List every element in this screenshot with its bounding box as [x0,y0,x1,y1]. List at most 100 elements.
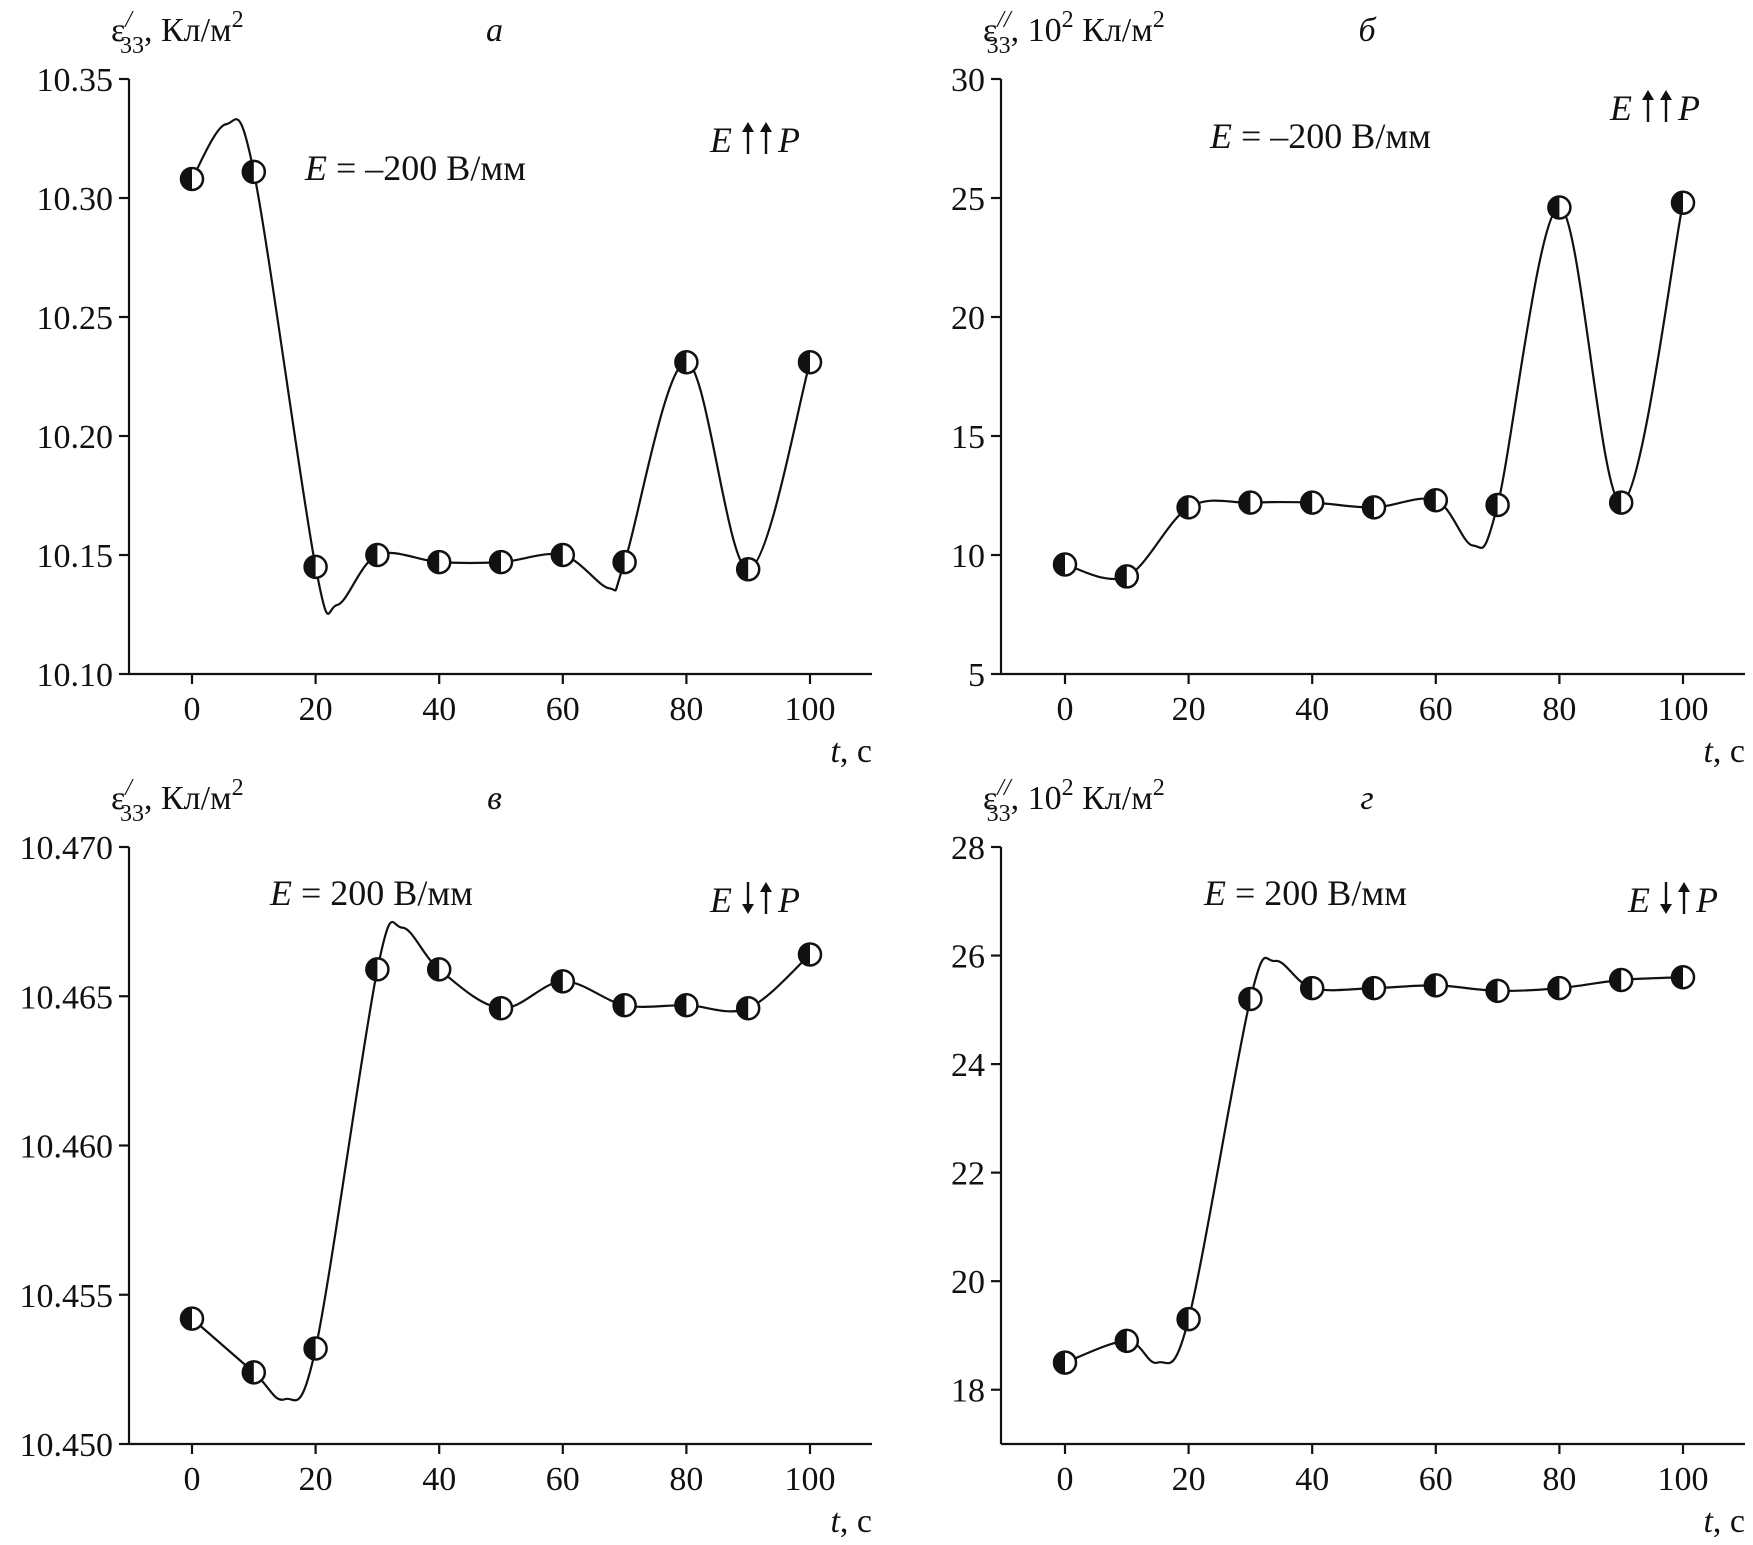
data-point [1670,965,1696,990]
x-tick-label: 0 [1057,1461,1074,1498]
polarity-P-label: P [777,880,800,920]
data-point [550,542,576,568]
x-tick-label: 60 [1419,691,1453,728]
y-tick-label: 30 [951,62,985,99]
data-point [1361,495,1387,520]
x-axis-label: t, с [1703,733,1745,770]
data-point [797,349,823,375]
x-tick-label: 100 [785,691,836,728]
x-tick-label: 0 [184,691,201,728]
x-tick-label: 40 [1295,1461,1329,1498]
x-tick-label: 100 [1658,1461,1709,1498]
x-tick-label: 0 [184,1461,201,1498]
field-annotation: E = 200 В/мм [269,873,473,913]
data-point [1238,490,1263,515]
data-point [1114,564,1140,589]
x-tick-label: 60 [1419,1461,1453,1498]
polarity-E-label: E [709,880,732,920]
data-point [1485,978,1510,1004]
data-point [303,554,328,580]
field-annotation: E = –200 В/мм [304,148,526,188]
x-tick-label: 80 [669,1461,703,1498]
data-point [1547,975,1572,1001]
data-point [1052,552,1078,577]
data-point [1608,490,1634,515]
y-tick-label: 10.460 [20,1129,114,1166]
series-curve [191,920,811,1402]
data-point [550,969,576,994]
panel-1: 5 10 15 20 25 30 0 20 40 60 80 100 t, с ε//33, 102 Кл… [951,7,1745,770]
x-tick-label: 40 [422,691,456,728]
data-point [1485,492,1510,518]
x-tick-label: 80 [1542,691,1576,728]
polarization-up-arrow-icon [760,122,772,154]
y-tick-label: 10.30 [37,181,114,218]
data-point [488,995,514,1021]
y-tick-label: 10 [951,538,985,575]
data-point [1361,975,1387,1001]
x-axis-label: t, с [830,1503,872,1540]
data-point [735,557,761,582]
x-tick-label: 40 [1295,691,1329,728]
x-tick-label: 80 [669,691,703,728]
y-tick-label: 10.25 [37,300,114,337]
polarization-up-arrow-icon [760,882,772,914]
y-tick-label: 10.455 [20,1278,114,1315]
x-tick-label: 20 [1172,1461,1206,1498]
data-point [1238,986,1263,1012]
data-point [426,957,452,982]
panel-label: г [1360,780,1373,817]
y-tick-label: 10.465 [20,979,114,1016]
x-tick-label: 100 [785,1461,836,1498]
data-point [179,166,205,192]
polarization-up-arrow-icon [1660,90,1672,122]
field-up-arrow-icon [1642,90,1654,122]
x-tick-label: 60 [546,691,580,728]
polarity-E-label: E [1627,880,1650,920]
x-tick-label: 100 [1658,691,1709,728]
y-tick-label: 20 [951,300,985,337]
x-tick-label: 20 [299,1461,333,1498]
series-curve [191,118,812,615]
data-point [1176,495,1201,520]
data-point [1299,490,1325,515]
x-tick-label: 20 [299,691,333,728]
data-point [1547,195,1572,220]
data-point [1608,967,1634,993]
y-axis-label: ε//33, 102 Кл/м2 [983,775,1165,827]
field-annotation: E = –200 В/мм [1209,116,1431,156]
data-point [1052,1350,1078,1375]
data-point [674,349,699,375]
data-point [365,957,390,982]
y-tick-label: 10.470 [20,830,114,867]
data-point [1299,975,1325,1001]
field-annotation: E = 200 В/мм [1203,873,1407,913]
data-point [797,942,823,967]
data-point [1114,1328,1140,1354]
y-axis-label: ε/33, Кл/м2 [111,7,244,59]
polarity-P-label: P [777,120,800,160]
data-point [303,1336,328,1361]
y-tick-label: 10.450 [20,1427,114,1464]
y-axis-label: ε/33, Кл/м2 [111,775,244,827]
panel-0: 10.10 10.15 10.20 10.25 10.30 10.35 0 20 40 60 80 1… [37,7,872,770]
y-tick-label: 18 [951,1373,985,1410]
data-point [426,549,452,575]
data-point [735,995,761,1021]
panel-label: в [487,780,502,817]
data-point [612,549,637,575]
panel-label: б [1358,12,1377,49]
data-point [1423,488,1449,513]
y-tick-label: 10.10 [37,657,114,694]
x-tick-label: 40 [422,1461,456,1498]
series-curve [1064,956,1684,1365]
y-tick-label: 22 [951,1156,985,1193]
x-axis-label: t, с [830,733,872,770]
x-tick-label: 60 [546,1461,580,1498]
x-axis-label: t, с [1703,1503,1745,1540]
x-tick-label: 0 [1057,691,1074,728]
